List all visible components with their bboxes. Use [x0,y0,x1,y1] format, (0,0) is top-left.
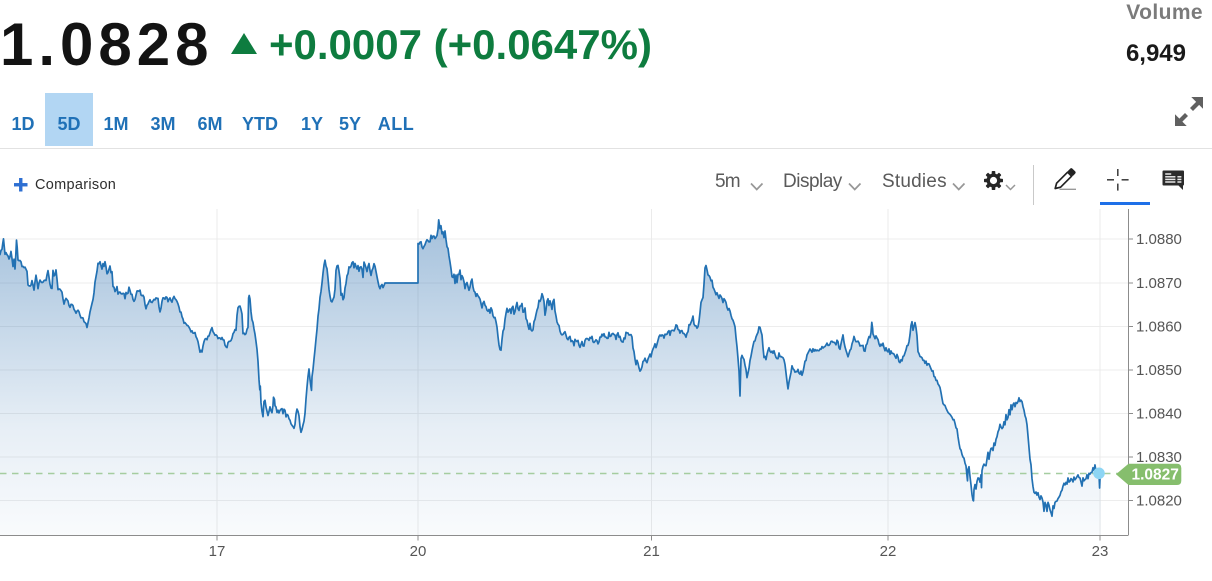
svg-text:1.0827: 1.0827 [1132,467,1179,484]
svg-text:1.0820: 1.0820 [1136,493,1182,510]
svg-text:1.0850: 1.0850 [1136,362,1182,379]
svg-text:1.0860: 1.0860 [1136,319,1182,336]
svg-text:21: 21 [643,543,660,560]
svg-text:1.0870: 1.0870 [1136,275,1182,292]
svg-text:1.0830: 1.0830 [1136,449,1182,466]
svg-text:22: 22 [880,543,897,560]
svg-text:1.0880: 1.0880 [1136,231,1182,248]
svg-text:23: 23 [1092,543,1109,560]
svg-text:1.0840: 1.0840 [1136,406,1182,423]
svg-text:20: 20 [410,543,427,560]
svg-text:17: 17 [209,543,226,560]
